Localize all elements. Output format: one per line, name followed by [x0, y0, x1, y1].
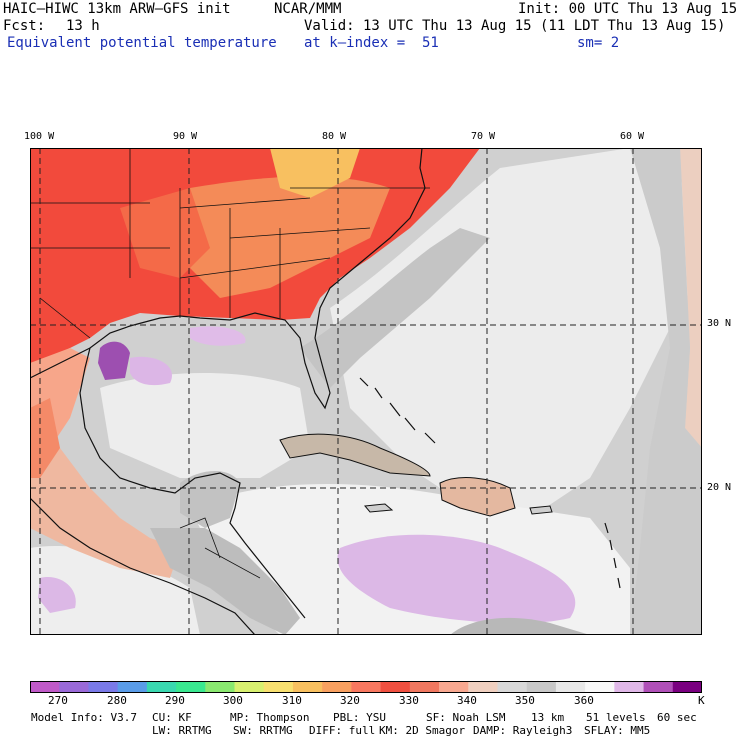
hispaniola-land: [439, 477, 516, 517]
colorbar-swatch: [672, 681, 702, 693]
lilac-patch-gulf: [130, 356, 172, 386]
pacific-coastline: [30, 497, 256, 635]
footer-sw: SW: RRTMG: [233, 724, 293, 737]
lat-lon-grid: [30, 148, 702, 635]
country-borders: [39, 297, 261, 579]
footer-sflay: SFLAY: MM5: [584, 724, 651, 737]
mexico-peach-region: [30, 448, 180, 578]
central-america-land: [150, 528, 300, 635]
footer-damp: DAMP: Rayleigh3: [473, 724, 573, 737]
colorbar-swatch: [468, 681, 498, 693]
colorbar-swatch: [322, 681, 352, 693]
lilac-patch-louisiana: [190, 326, 246, 346]
lesser-antilles: [604, 522, 621, 589]
valid-time: Valid: 13 UTC Thu 13 Aug 15 (11 LDT Thu …: [304, 18, 726, 34]
atlantic-light-region: [330, 148, 702, 518]
colorbar-swatch: [146, 681, 177, 693]
footer-timestep: 60 sec: [657, 711, 697, 724]
footer-mp: MP: Thompson: [230, 711, 310, 724]
yucatan-land: [180, 470, 240, 528]
footer-levels: 51 levels: [586, 711, 646, 724]
level-label: at k–index = 51: [304, 35, 439, 51]
footer-diff: DIFF: full: [309, 724, 376, 737]
colorbar-swatch: [643, 681, 674, 693]
org-label: NCAR/MMM: [274, 1, 342, 17]
colorbar-tick-350: 350: [515, 694, 535, 707]
footer-model-info: Model Info: V3.7: [31, 711, 137, 724]
cuba-land: [279, 433, 431, 477]
colorbar-swatch: [59, 681, 89, 693]
footer-km: KM: 2D Smagor: [379, 724, 466, 737]
colorbar-tick-300: 300: [223, 694, 243, 707]
colorbar-swatch: [234, 681, 265, 693]
west-mexico-warm: [30, 398, 60, 478]
colorbar-tick-290: 290: [165, 694, 185, 707]
gulf-stream-grey: [300, 228, 490, 388]
south-america-land: [450, 617, 590, 635]
jamaica-land: [364, 503, 394, 513]
colorbar-swatch: [497, 681, 528, 693]
colorbar-tick-360: 360: [574, 694, 594, 707]
colorbar: [30, 681, 702, 693]
lon-label-100w: 100 W: [24, 131, 55, 142]
colorbar-swatch: [263, 681, 294, 693]
colorbar-swatch: [380, 681, 411, 693]
colorbar-swatch: [439, 681, 469, 693]
colorbar-swatch: [30, 681, 60, 693]
colorbar-swatch: [409, 681, 440, 693]
hot-core-us: [190, 176, 390, 298]
colorbar-frame: [30, 681, 702, 693]
colorbar-swatch: [292, 681, 323, 693]
east-edge-grey: [630, 148, 702, 635]
lon-label-70w: 70 W: [471, 131, 496, 142]
colorbar-tick-280: 280: [107, 694, 127, 707]
lilac-patch-caribbean: [337, 534, 576, 624]
colorbar-swatch: [205, 681, 236, 693]
lon-label-80w: 80 W: [322, 131, 347, 142]
colorbar-swatch: [585, 681, 615, 693]
colorbar-tick-330: 330: [399, 694, 419, 707]
footer-resolution: 13 km: [531, 711, 565, 724]
gulf-light-region: [100, 373, 310, 478]
mexico-coastline: [79, 347, 306, 619]
footer-lw: LW: RRTMG: [152, 724, 212, 737]
footer-sf: SF: Noah LSM: [426, 711, 506, 724]
model-title: HAIC–HIWC 13km ARW–GFS init: [3, 1, 231, 17]
bahamas-islands: [359, 377, 436, 444]
lon-label-60w: 60 W: [620, 131, 645, 142]
colorbar-tick-310: 310: [282, 694, 302, 707]
colorbar-tick-340: 340: [457, 694, 477, 707]
puerto-rico-land: [529, 505, 553, 515]
init-time: Init: 00 UTC Thu 13 Aug 15: [518, 1, 738, 17]
lat-label-20n: 20 N: [707, 482, 732, 493]
colorbar-units: K: [698, 694, 705, 707]
east-pacific-light-region: [30, 546, 200, 635]
map-frame: [30, 148, 702, 635]
forecast-label: Fcst:: [3, 18, 46, 34]
theta-e-map: [30, 148, 702, 635]
lilac-patch-pacific: [38, 577, 76, 613]
footer-pbl: PBL: YSU: [333, 711, 386, 724]
purple-patch-texas-coast: [98, 341, 130, 380]
colorbar-swatch: [526, 681, 557, 693]
central-us-orange: [120, 188, 210, 278]
forecast-hour: 13 h: [66, 18, 100, 34]
smoothing-label: sm= 2: [577, 35, 620, 51]
footer-cu: CU: KF: [152, 711, 192, 724]
colorbar-swatch: [555, 681, 586, 693]
colorbar-swatch: [88, 681, 119, 693]
field-name: Equivalent potential temperature: [7, 35, 277, 51]
colorbar-swatch: [176, 681, 206, 693]
east-edge-peach: [680, 148, 702, 448]
state-borders: [30, 148, 430, 318]
lat-label-30n: 30 N: [707, 318, 732, 329]
colorbar-swatch: [351, 681, 382, 693]
colorbar-swatch: [614, 681, 645, 693]
colorbar-swatch: [117, 681, 148, 693]
colorbar-tick-270: 270: [48, 694, 68, 707]
lon-label-90w: 90 W: [173, 131, 198, 142]
colorbar-tick-320: 320: [340, 694, 360, 707]
